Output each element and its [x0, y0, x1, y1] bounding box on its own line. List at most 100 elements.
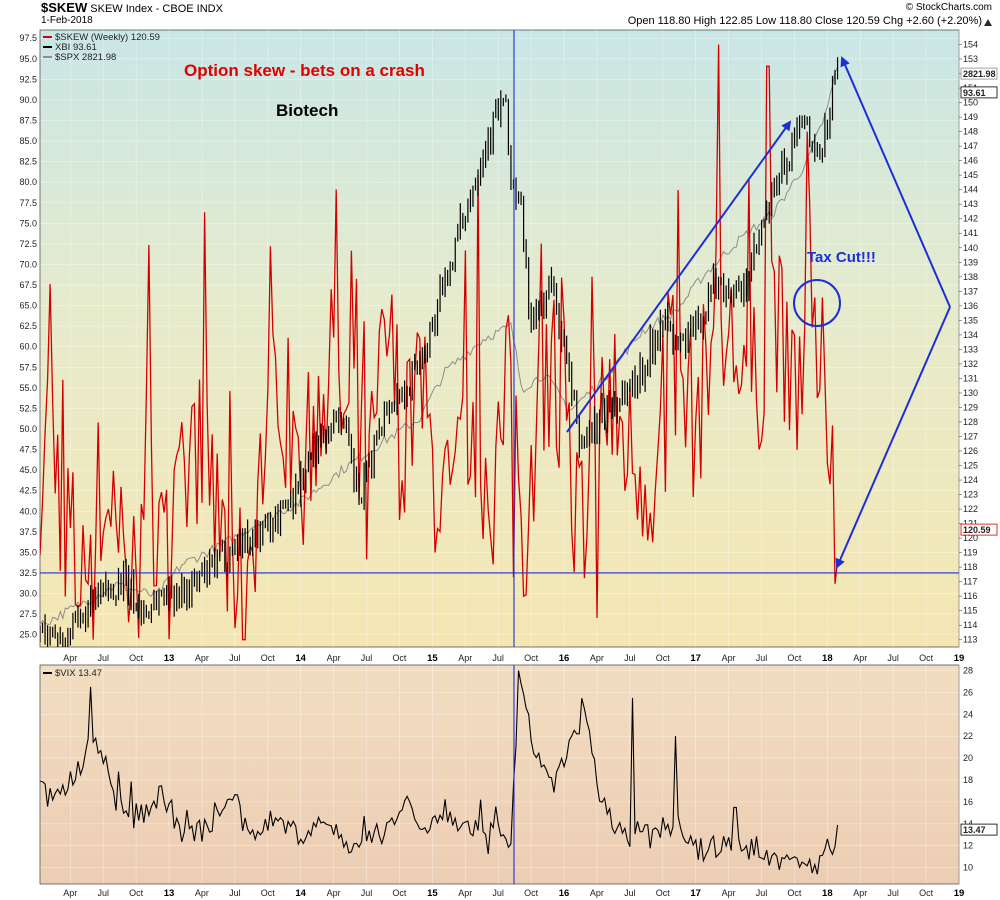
vix-tick-label: 16 — [963, 797, 973, 807]
x-tick-label-vix: 17 — [690, 888, 701, 899]
x-tick-label-vix: Jul — [361, 888, 373, 898]
right-tick-label: 154 — [963, 40, 978, 50]
tax-cut-circle — [793, 279, 841, 327]
x-tick-label-vix: Apr — [195, 888, 209, 898]
x-tick-label-main: Apr — [327, 653, 341, 663]
right-tick-label: 149 — [963, 112, 978, 122]
x-tick-label-vix: Jul — [229, 888, 241, 898]
right-tick-label: 129 — [963, 402, 978, 412]
right-tick-label: 135 — [963, 315, 978, 325]
right-axis-labels: 113 114 115 116 117 118 119 120 121 122 123 124 125 1… — [959, 40, 978, 645]
x-tick-label-vix: Apr — [590, 888, 604, 898]
right-tick-label: 131 — [963, 373, 978, 383]
left-tick-label: 65.0 — [19, 301, 37, 311]
x-tick-label-main: Jul — [97, 653, 109, 663]
right-tick-label: 132 — [963, 359, 978, 369]
left-tick-label: 32.5 — [19, 568, 37, 578]
left-tick-label: 85.0 — [19, 136, 37, 146]
x-tick-label-main: Jul — [624, 653, 636, 663]
x-tick-label-main: 18 — [822, 653, 833, 664]
left-tick-label: 30.0 — [19, 589, 37, 599]
x-tick-label-vix: Oct — [129, 888, 144, 898]
right-tick-label: 133 — [963, 344, 978, 354]
quote-line: Open 118.80 High 122.85 Low 118.80 Close… — [628, 15, 982, 27]
x-tick-label-vix: Oct — [919, 888, 934, 898]
reference-lines — [40, 30, 959, 884]
trend-arrow-biotech — [566, 120, 792, 433]
right-tick-label: 150 — [963, 98, 978, 108]
vix-tick-label: 22 — [963, 731, 973, 741]
right-tick-label: 114 — [963, 620, 977, 630]
x-tick-label-vix: Apr — [327, 888, 341, 898]
value-tag-vix: 13.47 — [960, 823, 998, 836]
right-tick-label: 120 — [963, 533, 978, 543]
x-tick-label-main: 14 — [295, 653, 306, 664]
x-tick-label-main: Apr — [590, 653, 604, 663]
x-axis-labels-vix: Apr Jul Oct 13 Apr Jul Oct 14 Apr Jul Oct 15 Apr Jul O… — [63, 888, 964, 899]
left-tick-label: 37.5 — [19, 527, 37, 537]
right-tick-label: 127 — [963, 431, 978, 441]
x-tick-label-vix: Jul — [492, 888, 504, 898]
x-tick-label-vix: 19 — [954, 888, 965, 899]
quote-values: Open 118.80 High 122.85 Low 118.80 Close… — [627, 15, 982, 27]
right-tick-label: 147 — [963, 141, 978, 151]
value-tags: 2821.98 93.61 120.59 13.47 — [960, 67, 998, 836]
left-tick-label: 55.0 — [19, 383, 37, 393]
main-legend: $SKEW (Weekly) 120.59 XBI 93.61 $SPX 282… — [43, 32, 160, 63]
right-tick-label: 143 — [963, 199, 978, 209]
left-tick-label: 77.5 — [19, 198, 37, 208]
vix-tick-label: 26 — [963, 687, 973, 697]
right-tick-label: 148 — [963, 127, 978, 137]
left-tick-label: 27.5 — [19, 609, 37, 619]
skew-series-line — [40, 44, 839, 641]
left-tick-label: 57.5 — [19, 362, 37, 372]
left-tick-label: 67.5 — [19, 280, 37, 290]
vix-tick-label: 12 — [963, 841, 973, 851]
left-tick-label: 87.5 — [19, 115, 37, 125]
right-tick-label: 124 — [963, 475, 978, 485]
right-tick-label: 128 — [963, 417, 978, 427]
divergence-arrow-bottom — [835, 306, 951, 569]
x-tick-label-vix: Apr — [722, 888, 736, 898]
x-tick-label-vix: Apr — [458, 888, 472, 898]
right-tick-label: 138 — [963, 272, 978, 282]
right-tick-label: 122 — [963, 504, 978, 514]
right-tick-label: 130 — [963, 388, 978, 398]
right-tick-label: 118 — [963, 562, 977, 572]
watermark: © StockCharts.com — [905, 2, 992, 13]
x-tick-label-vix: 18 — [822, 888, 833, 899]
x-tick-label-main: Oct — [656, 653, 671, 663]
legend-skew: $SKEW (Weekly) 120.59 — [55, 32, 160, 43]
x-tick-label-main: Oct — [787, 653, 802, 663]
left-tick-label: 97.5 — [19, 33, 37, 43]
index-name: SKEW Index - CBOE INDX — [90, 3, 223, 15]
legend-xbi: XBI 93.61 — [55, 42, 97, 53]
value-tag-2: 120.59 — [960, 523, 998, 536]
x-tick-label-main: Oct — [524, 653, 539, 663]
x-tick-label-vix: Oct — [787, 888, 802, 898]
value-tag-vix-text: 13.47 — [963, 825, 986, 835]
vix-tick-label: 24 — [963, 709, 973, 719]
right-tick-label: 134 — [963, 330, 978, 340]
right-tick-label: 141 — [963, 228, 978, 238]
value-tag-vix-box — [960, 823, 998, 836]
vix-tick-label: 10 — [963, 863, 973, 873]
right-tick-label: 136 — [963, 301, 978, 311]
x-axis-labels-main: Apr Jul Oct 13 Apr Jul Oct 14 Apr Jul Oct 15 Apr Jul O… — [63, 653, 964, 664]
x-tick-label-vix: Oct — [261, 888, 276, 898]
value-tag-0-text: 2821.98 — [963, 69, 996, 79]
right-tick-label: 113 — [963, 635, 977, 645]
value-tag-2-text: 120.59 — [963, 525, 991, 535]
annotation-biotech: Biotech — [276, 101, 338, 120]
xbi-series-bars — [40, 57, 839, 647]
x-tick-label-main: Apr — [63, 653, 77, 663]
right-tick-label: 121 — [963, 519, 978, 529]
x-tick-label-main: 15 — [427, 653, 438, 664]
x-tick-label-main: 19 — [954, 653, 965, 664]
right-tick-label: 116 — [963, 591, 977, 601]
symbol-label: $SKEW — [41, 0, 88, 15]
annotation-tax-cut: Tax Cut!!! — [807, 249, 876, 266]
left-tick-label: 50.0 — [19, 424, 37, 434]
vix-grid — [40, 665, 960, 884]
x-tick-label-main: 13 — [164, 653, 175, 664]
